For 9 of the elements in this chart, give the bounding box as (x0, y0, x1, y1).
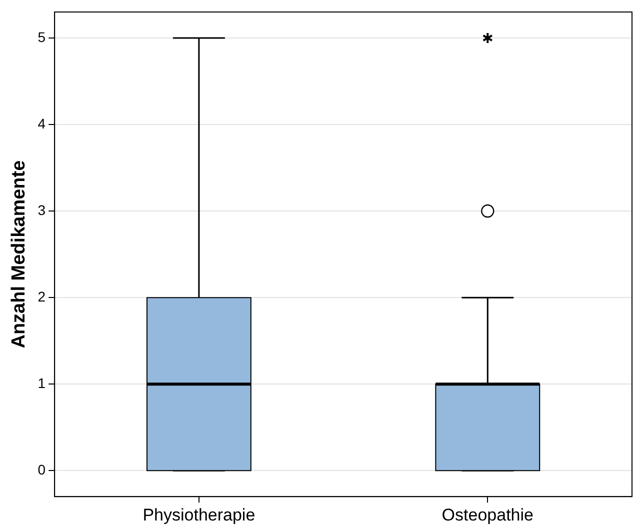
x-tick-label: Osteopathie (442, 505, 534, 524)
y-tick-label: 4 (38, 115, 46, 132)
y-tick-label: 5 (38, 28, 46, 45)
y-tick-label: 0 (38, 462, 46, 478)
x-tick-label: Physiotherapie (142, 505, 256, 524)
y-axis-title: Anzahl Medikamente (8, 160, 30, 348)
y-tick-label: 1 (38, 374, 46, 391)
y-tick-label: 3 (38, 202, 46, 218)
y-tick-label: 2 (38, 288, 46, 304)
